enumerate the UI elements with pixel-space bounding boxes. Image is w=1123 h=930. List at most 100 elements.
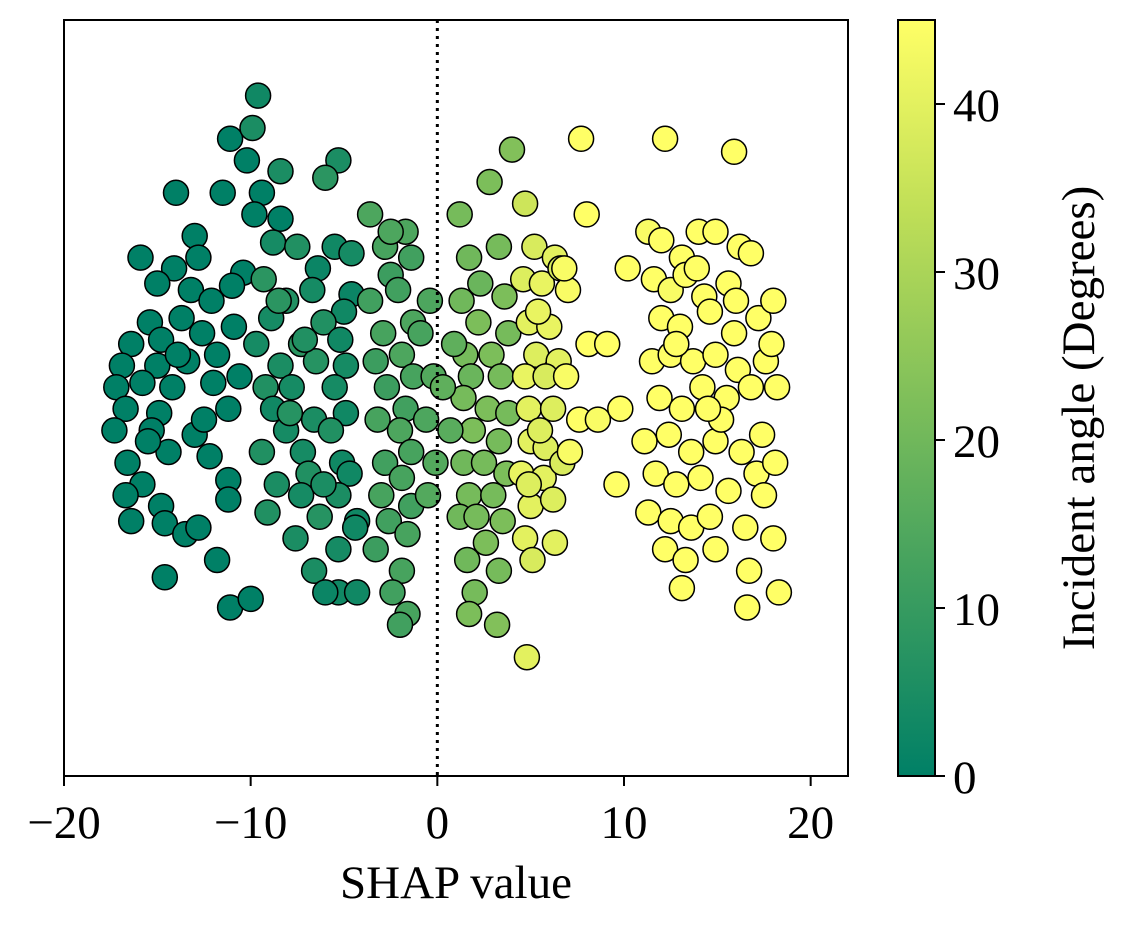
- scatter-point: [306, 503, 333, 531]
- scatter-point: [446, 201, 473, 228]
- scatter-point: [218, 272, 246, 299]
- scatter-point: [330, 298, 358, 325]
- scatter-point: [341, 514, 369, 541]
- colorbar-tick-label: 30: [953, 248, 1000, 300]
- scatter-point: [521, 233, 548, 261]
- scatter-point: [259, 229, 287, 256]
- scatter-point: [302, 348, 330, 375]
- scatter-point: [127, 244, 154, 271]
- scatter-point: [422, 449, 449, 477]
- x-tick-label: −10: [214, 797, 288, 849]
- colorbar-tick-label: 10: [953, 584, 1000, 636]
- scatter-point: [646, 384, 673, 412]
- scatter-point: [472, 529, 500, 556]
- scatter-point: [312, 579, 339, 606]
- scatter-point: [470, 449, 498, 477]
- x-tick-label: −20: [27, 797, 101, 849]
- scatter-point: [573, 201, 600, 228]
- scatter-point: [758, 330, 785, 358]
- scatter-point: [554, 276, 582, 304]
- scatter-point: [528, 270, 556, 297]
- scatter-point: [164, 341, 192, 369]
- scatter-point: [114, 449, 141, 477]
- scatter-point: [159, 373, 186, 401]
- scatter-point: [188, 319, 216, 347]
- scatter-point: [299, 276, 326, 304]
- scatter-point: [750, 481, 778, 509]
- scatter-point: [325, 535, 352, 563]
- scatter-point: [672, 546, 699, 574]
- scatter-point: [694, 395, 722, 423]
- scatter-point: [203, 546, 231, 574]
- scatter-point: [485, 427, 513, 455]
- scatter-point: [720, 319, 748, 347]
- scatter-point: [668, 395, 696, 423]
- scatter-point: [237, 585, 264, 613]
- scatter-point: [677, 438, 705, 466]
- scatter-point: [450, 384, 477, 412]
- scatter-point: [364, 406, 391, 433]
- scatter-point: [239, 114, 266, 142]
- scatter-point: [144, 352, 171, 379]
- scatter-point: [200, 369, 227, 397]
- scatter-point: [117, 507, 145, 535]
- scatter-point: [463, 503, 490, 531]
- scatter-point: [233, 147, 261, 174]
- colorbar: [897, 19, 936, 777]
- colorbar-title: Incident angle (Degrees): [1053, 186, 1105, 651]
- scatter-point: [203, 341, 231, 369]
- scatter-point: [498, 136, 526, 163]
- scatter-point: [386, 611, 414, 639]
- scatter-point: [250, 265, 277, 293]
- scatter-point: [284, 233, 311, 261]
- scatter-point: [651, 535, 679, 563]
- scatter-point: [265, 287, 292, 315]
- scatter-point: [487, 363, 515, 390]
- scatter-point: [282, 525, 309, 552]
- scatter-point: [377, 218, 404, 245]
- colorbar-tick-label: 0: [953, 752, 977, 804]
- scatter-point: [728, 438, 755, 466]
- scatter-point: [552, 363, 580, 390]
- scatter-point: [489, 507, 516, 535]
- scatter-point: [241, 201, 268, 228]
- scatter-point: [276, 399, 304, 427]
- scatter-point: [144, 270, 171, 297]
- scatter-point: [338, 240, 365, 267]
- scatter-point: [567, 125, 595, 153]
- scatter-point: [720, 138, 748, 166]
- x-tick-label: 10: [601, 797, 648, 849]
- scatter-point: [267, 205, 294, 232]
- scatter-point: [722, 287, 750, 315]
- scatter-point: [373, 373, 401, 401]
- scatter-point: [467, 270, 494, 297]
- scatter-point: [465, 309, 492, 336]
- x-axis: −20 −10 0 10 20: [27, 776, 834, 849]
- colorbar-axis: 0 10 20 30 40: [935, 80, 1000, 804]
- scatter-point: [737, 240, 765, 267]
- scatter-point: [248, 438, 276, 466]
- scatter-point: [147, 326, 175, 353]
- scatter-point: [332, 352, 360, 379]
- scatter-point: [511, 190, 539, 217]
- scatter-point: [190, 406, 218, 433]
- scatter-point: [635, 499, 662, 526]
- scatter-point: [267, 157, 294, 185]
- scatter-point: [287, 481, 315, 509]
- scatter-point: [134, 427, 162, 455]
- scatter-point: [584, 406, 612, 433]
- scatter-point: [539, 395, 567, 423]
- scatter-point: [129, 369, 156, 397]
- scatter-points: [101, 82, 793, 671]
- scatter-point: [515, 471, 543, 498]
- scatter-point: [388, 341, 416, 369]
- scatter-point: [715, 477, 742, 505]
- scatter-point: [732, 514, 759, 541]
- scatter-point: [761, 449, 789, 477]
- scatter-point: [332, 399, 360, 427]
- scatter-point: [155, 438, 182, 466]
- scatter-point: [459, 417, 487, 444]
- scatter-point: [437, 417, 464, 444]
- scatter-point: [485, 233, 513, 261]
